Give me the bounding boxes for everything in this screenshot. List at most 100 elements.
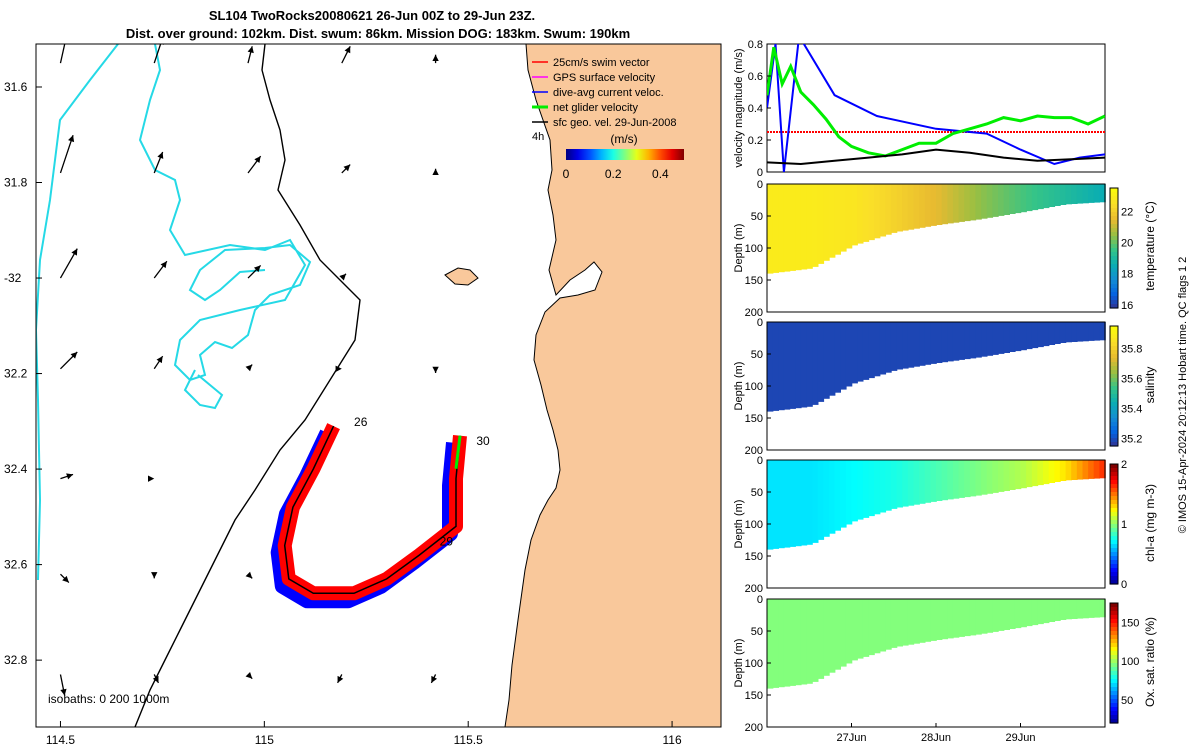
heatmap-cbar-cell-3-18 [1110, 398, 1118, 403]
heatmap-cbar-cell-2-10 [1110, 228, 1118, 233]
heatmap-cell-2-6 [800, 184, 808, 270]
heatmap-cell-3-36 [969, 322, 977, 359]
heatmap-cbar-cell-5-26 [1110, 707, 1118, 712]
heatmap-y-tick-label-5-1: 50 [751, 626, 763, 638]
heatmap-cell-4-11 [829, 460, 836, 534]
heatmap-cell-4-54 [1071, 460, 1078, 480]
heatmap-y-tick-label-2-0: 0 [757, 179, 763, 191]
heatmap-cbar-cell-4-19 [1110, 540, 1118, 545]
map-cbar-tick-0: 0 [563, 167, 570, 181]
heatmap-cbar-cell-4-8 [1110, 496, 1118, 501]
heatmap-cell-5-2 [778, 599, 785, 688]
sfc-vector-head-9 [432, 168, 439, 175]
heatmap-cbar-cell-3-21 [1110, 410, 1118, 415]
heatmap-cell-5-50 [1048, 599, 1056, 622]
heatmap-cell-4-50 [1048, 460, 1056, 483]
heatmap-cell-3-49 [1043, 322, 1050, 347]
heatmap-cbar-cell-2-29 [1110, 304, 1118, 309]
heatmap-cell-2-45 [1020, 184, 1027, 213]
heatmap-cell-2-54 [1071, 184, 1078, 204]
heatmap-cell-2-8 [812, 184, 819, 267]
sfc-vector-head-7 [254, 156, 261, 164]
heatmap-cell-2-0 [767, 184, 774, 274]
heatmap-cell-3-57 [1088, 322, 1095, 341]
heatmap-cell-4-58 [1093, 460, 1101, 479]
isobath-black [134, 44, 361, 727]
heatmap-cell-5-57 [1088, 599, 1095, 618]
heatmap-cbar-tick-2-2: 20 [1121, 238, 1133, 250]
heatmap-y-tick-label-2-1: 50 [751, 211, 763, 223]
heatmap-cell-2-1 [772, 184, 779, 273]
heatmap-cell-3-51 [1054, 322, 1061, 344]
heatmap-cell-4-41 [998, 460, 1005, 492]
heatmap-cell-3-17 [862, 322, 870, 380]
heatmap-cbar-cell-3-2 [1110, 334, 1118, 339]
velocity-series-2 [767, 46, 1105, 158]
heatmap-cell-5-26 [913, 599, 920, 644]
heatmap-cell-3-12 [834, 322, 841, 393]
velocity-y-tick-label-1: 0.2 [748, 135, 763, 147]
heatmap-cbar-cell-3-20 [1110, 406, 1118, 411]
heatmap-cell-5-29 [930, 599, 937, 641]
isobath-cyan [36, 44, 312, 581]
heatmap-cell-5-27 [919, 599, 926, 643]
heatmap-cell-2-57 [1088, 184, 1095, 203]
heatmap-cbar-tick-5-1: 100 [1121, 656, 1139, 668]
heatmap-cell-2-49 [1043, 184, 1050, 209]
heatmap-cbar-cell-3-1 [1110, 330, 1118, 335]
heatmap-cbar-cell-4-5 [1110, 484, 1118, 489]
heatmap-cell-4-40 [992, 460, 999, 493]
heatmap-cell-2-43 [1009, 184, 1016, 214]
heatmap-cbar-cell-4-12 [1110, 512, 1118, 517]
heatmap-cell-3-15 [851, 322, 858, 384]
heatmap-cell-5-49 [1043, 599, 1050, 624]
heatmap-cbar-cell-4-22 [1110, 552, 1118, 557]
heatmap-cbar-cell-4-7 [1110, 492, 1118, 497]
heatmap-cell-3-37 [975, 322, 982, 358]
heatmap-cell-2-34 [958, 184, 965, 222]
heatmap-cbar-cell-3-17 [1110, 394, 1118, 399]
heatmap-cell-2-56 [1082, 184, 1089, 204]
heatmap-cell-3-5 [795, 322, 802, 409]
heatmap-cell-3-39 [986, 322, 994, 356]
heatmap-cbar-cell-5-3 [1110, 615, 1118, 620]
heatmap-y-tick-label-3-2: 100 [745, 381, 763, 393]
heatmap-cell-3-42 [1003, 322, 1010, 353]
heatmap-cell-5-8 [812, 599, 819, 682]
heatmap-cbar-cell-2-27 [1110, 296, 1118, 301]
heatmap-cbar-cell-5-22 [1110, 691, 1118, 696]
heatmap-y-tick-label-4-1: 50 [751, 487, 763, 499]
heatmap-cell-5-24 [902, 599, 909, 646]
heatmap-cell-2-27 [919, 184, 926, 228]
heatmap-cell-3-29 [930, 322, 937, 364]
heatmap-cbar-frame-5 [1109, 602, 1119, 724]
heatmap-cell-5-21 [885, 599, 892, 650]
day-labels: 26 30 29 [354, 415, 490, 548]
heatmap-cbar-cell-3-25 [1110, 426, 1118, 431]
heatmap-cell-4-20 [879, 460, 887, 513]
heatmap-cell-3-13 [840, 322, 847, 390]
heatmap-cbar-cell-4-9 [1110, 500, 1118, 505]
heatmap-cbar-cell-5-29 [1110, 719, 1118, 724]
figure-title-line2: Dist. over ground: 102km. Dist. swum: 86… [126, 26, 630, 41]
heatmap-cbar-cell-4-10 [1110, 504, 1118, 509]
heatmap-y-tick-label-4-2: 100 [745, 519, 763, 531]
heatmap-cbar-cell-4-18 [1110, 536, 1118, 541]
heatmap-cell-5-46 [1026, 599, 1033, 627]
heatmap-cell-4-37 [975, 460, 982, 496]
heatmap-cell-5-9 [817, 599, 825, 679]
heatmap-cbar-cell-4-15 [1110, 524, 1118, 529]
heatmap-cell-5-11 [829, 599, 836, 673]
heatmap-cbar-cell-2-26 [1110, 292, 1118, 297]
heatmap-cell-5-0 [767, 599, 774, 689]
sfc-vector-head-2 [247, 46, 254, 54]
heatmap-cell-4-10 [823, 460, 830, 537]
heatmap-cbar-cell-5-25 [1110, 703, 1118, 708]
heatmap-cell-2-52 [1059, 184, 1067, 205]
island [444, 267, 479, 286]
heatmap-cell-4-21 [885, 460, 892, 511]
heatmap-cell-4-6 [800, 460, 808, 546]
heatmap-cell-5-38 [981, 599, 988, 634]
heatmap-cell-3-23 [896, 322, 903, 370]
heatmap-cbar-cell-4-24 [1110, 560, 1118, 565]
